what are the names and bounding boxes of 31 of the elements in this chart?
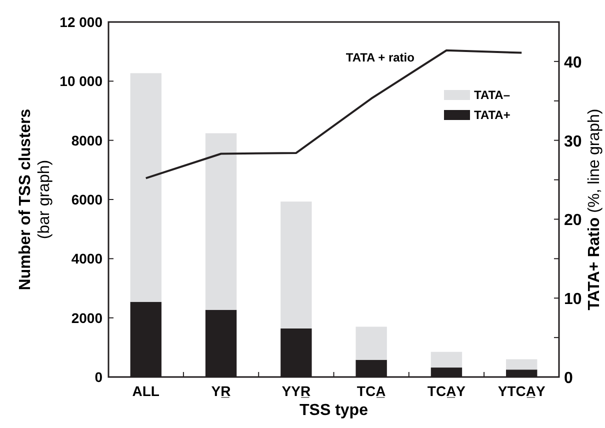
bar bbox=[205, 133, 237, 310]
y2-tick-label: 20 bbox=[564, 212, 582, 230]
bar bbox=[506, 359, 538, 370]
x-tick-label: YR̲ bbox=[211, 383, 231, 399]
y-tick-label: 2000 bbox=[71, 310, 103, 326]
x-tick-label: TCA̲Y bbox=[427, 383, 466, 399]
x-axis-title: TSS type bbox=[300, 402, 368, 419]
x-tick-label: YYR̲ bbox=[282, 383, 311, 399]
legend-label: TATA– bbox=[474, 88, 510, 102]
y-axis-title: Number of TSS clusters (bar graph) bbox=[17, 108, 53, 290]
x-tick-label: YTCA̲Y bbox=[498, 383, 546, 399]
y2-axis-title: TATA+ Ratio (%, line graph) bbox=[586, 108, 603, 310]
y-tick-label: 4000 bbox=[71, 250, 103, 267]
legend-label: TATA+ bbox=[474, 108, 510, 122]
series-label: TATA + ratio bbox=[346, 50, 414, 64]
y2-tick-label: 10 bbox=[564, 291, 582, 308]
y-tick-label: 0 bbox=[94, 369, 103, 385]
bar bbox=[130, 73, 162, 302]
y2-tick-label: 0 bbox=[564, 370, 573, 387]
x-tick-label: ALL bbox=[132, 383, 160, 399]
x-tick-label: TCA̲ bbox=[356, 383, 386, 399]
y-tick-label: 12 000 bbox=[60, 14, 103, 30]
y-tick-label: 8000 bbox=[71, 132, 103, 148]
bar bbox=[356, 326, 387, 360]
y2-tick-label: 40 bbox=[564, 54, 582, 72]
y-tick-label: 10 000 bbox=[60, 73, 103, 90]
line-series bbox=[144, 49, 523, 180]
bar bbox=[430, 352, 462, 368]
bar bbox=[280, 202, 312, 328]
y2-tick-label: 30 bbox=[564, 133, 582, 150]
y-tick-label: 6000 bbox=[71, 192, 103, 208]
